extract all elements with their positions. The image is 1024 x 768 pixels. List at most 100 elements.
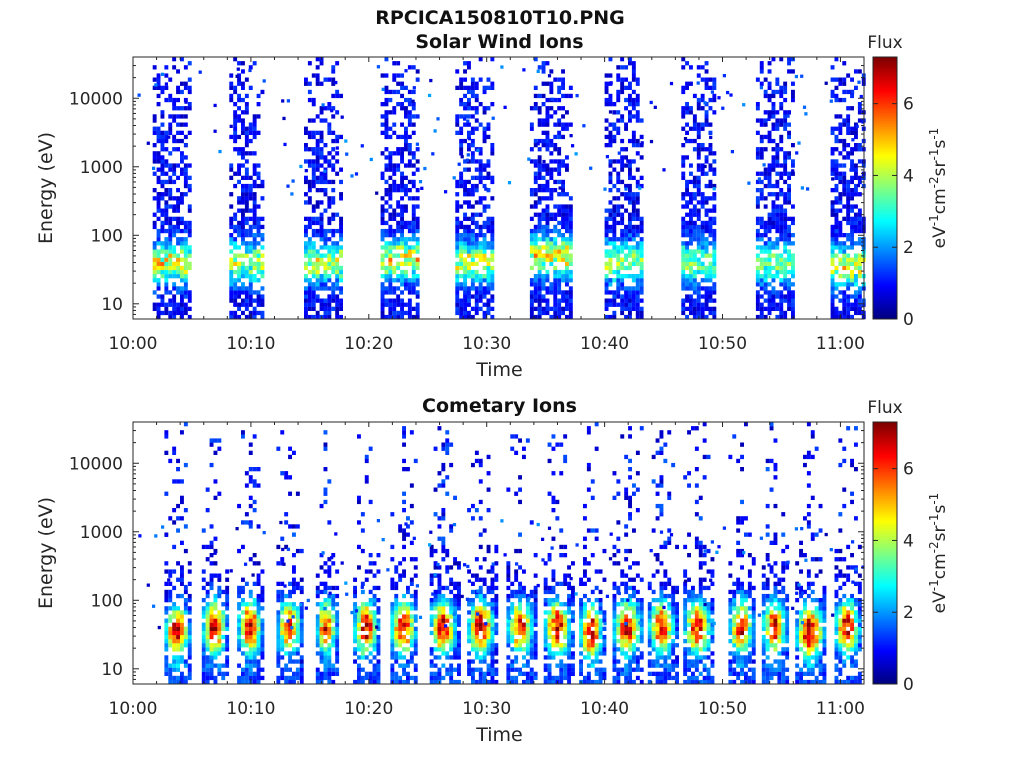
- spectrogram-cell: [842, 179, 847, 185]
- spectrogram-cell: [225, 569, 230, 574]
- spectrogram-cell: [411, 249, 416, 254]
- spectrogram-cell: [237, 93, 241, 99]
- spectrogram-cell: [747, 181, 751, 185]
- spectrogram-cell: [295, 626, 300, 631]
- spectrogram-cell: [692, 253, 697, 258]
- spectrogram-cell: [388, 274, 393, 279]
- spectrogram-cell: [172, 171, 177, 176]
- spectrogram-cell: [252, 134, 257, 140]
- spectrogram-cell: [388, 192, 393, 197]
- spectrogram-cell: [708, 167, 713, 172]
- spectrogram-cell: [388, 224, 393, 230]
- spectrogram-cell: [561, 192, 565, 197]
- spectrogram-cell: [339, 306, 343, 311]
- spectrogram-cell: [712, 204, 717, 209]
- spectrogram-cell: [635, 257, 640, 262]
- spectrogram-cell: [201, 622, 206, 627]
- spectrogram-cell: [311, 314, 316, 320]
- spectrogram-cell: [455, 302, 460, 307]
- spectrogram-cell: [252, 561, 257, 566]
- spectrogram-cell: [260, 630, 265, 636]
- spectrogram-cell: [304, 286, 308, 291]
- spectrogram-cell: [409, 606, 414, 611]
- spectrogram-cell: [372, 618, 377, 623]
- spectrogram-cell: [704, 183, 709, 189]
- spectrogram-cell: [319, 81, 324, 86]
- spectrogram-cell: [248, 269, 253, 275]
- spectrogram-cell: [854, 294, 858, 299]
- spectrogram-cell: [604, 253, 609, 258]
- spectrogram-cell: [164, 212, 169, 217]
- spectrogram-cell: [221, 622, 226, 627]
- spectrogram-cell: [229, 167, 234, 172]
- spectrogram-cell: [759, 282, 764, 287]
- spectrogram-cell: [557, 130, 562, 135]
- spectrogram-cell: [455, 183, 460, 189]
- spectrogram-cell: [407, 163, 412, 168]
- spectrogram-cell: [380, 286, 385, 291]
- spectrogram-cell: [639, 249, 644, 254]
- spectrogram-cell: [490, 85, 495, 90]
- spectrogram-cell: [685, 249, 689, 254]
- spectrogram-cell: [295, 659, 300, 664]
- spectrogram-cell: [201, 651, 206, 656]
- spectrogram-cell: [252, 274, 257, 279]
- spectrogram-cell: [168, 269, 173, 275]
- spectrogram-cell: [712, 97, 717, 103]
- spectrogram-cell: [459, 237, 464, 242]
- colorbar-swatch: [873, 278, 897, 281]
- spectrogram-cell: [712, 151, 717, 156]
- spectrogram-cell: [846, 278, 851, 283]
- spectrogram-cell: [413, 557, 418, 562]
- colorbar-label: Flux: [867, 33, 902, 53]
- spectrogram-cell: [233, 183, 238, 189]
- spectrogram-cell: [482, 196, 487, 201]
- spectrogram-cell: [779, 257, 784, 262]
- spectrogram-cell: [252, 675, 257, 681]
- colorbar-swatch: [873, 298, 897, 301]
- spectrogram-cell: [463, 241, 467, 246]
- spectrogram-cell: [372, 598, 377, 603]
- spectrogram-cell: [304, 216, 308, 221]
- spectrogram-cell: [470, 233, 475, 238]
- spectrogram-cell: [787, 290, 791, 295]
- spectrogram-cell: [696, 265, 701, 271]
- spectrogram-cell: [248, 122, 253, 127]
- spectrogram-cell: [635, 114, 640, 119]
- spectrogram-cell: [604, 290, 609, 295]
- spectrogram-cell: [545, 302, 550, 307]
- spectrogram-cell: [681, 110, 686, 115]
- spectrogram-cell: [315, 167, 320, 172]
- spectrogram-cell: [180, 671, 184, 676]
- spectrogram-cell: [353, 647, 357, 652]
- spectrogram-cell: [244, 196, 249, 201]
- spectrogram-cell: [467, 167, 471, 172]
- spectrogram-cell: [568, 269, 573, 275]
- spectrogram-cell: [229, 97, 234, 103]
- spectrogram-cell: [360, 528, 365, 533]
- spectrogram-cell: [168, 233, 173, 238]
- spectrogram-cell: [557, 228, 562, 234]
- colorbar-swatch: [873, 102, 897, 105]
- spectrogram-cell: [700, 314, 705, 320]
- spectrogram-cell: [307, 241, 312, 246]
- spectrogram-cell: [533, 314, 538, 320]
- spectrogram-cell: [708, 224, 713, 230]
- spectrogram-cell: [315, 130, 320, 135]
- spectrogram-cell: [392, 122, 397, 127]
- spectrogram-cell: [628, 249, 632, 254]
- spectrogram-cell: [160, 310, 165, 316]
- spectrogram-cell: [561, 245, 565, 250]
- spectrogram-cell: [252, 298, 257, 303]
- spectrogram-cell: [415, 290, 420, 295]
- spectrogram-cell: [478, 286, 483, 291]
- spectrogram-cell: [759, 245, 764, 250]
- spectrogram-cell: [237, 626, 241, 631]
- spectrogram-cell: [183, 220, 188, 226]
- spectrogram-cell: [248, 130, 253, 135]
- spectrogram-cell: [712, 85, 717, 90]
- spectrogram-cell: [315, 278, 320, 283]
- spectrogram-cell: [331, 643, 336, 648]
- spectrogram-cell: [696, 241, 701, 246]
- spectrogram-cell: [323, 143, 328, 148]
